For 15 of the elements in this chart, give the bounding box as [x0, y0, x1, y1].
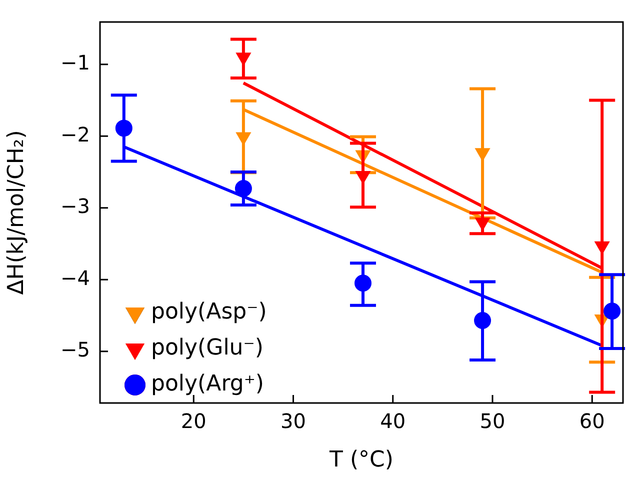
- y-tick-label: −5: [60, 338, 90, 362]
- y-tick-label: −1: [60, 50, 90, 75]
- y-tick-label: −2: [60, 122, 90, 146]
- y-tick-label: −3: [60, 194, 90, 218]
- legend-label: poly(Glu⁻): [151, 336, 264, 361]
- x-tick-label: 50: [480, 409, 506, 434]
- legend-label: poly(Arg⁺): [151, 372, 264, 397]
- y-axis-title: ΔH(kJ/mol/CH₂): [4, 130, 29, 295]
- x-tick-label: 20: [180, 409, 206, 434]
- y-tick-label: −4: [60, 266, 90, 290]
- x-tick-label: 60: [579, 409, 605, 434]
- legend-label: poly(Asp⁻): [151, 300, 267, 325]
- x-tick-label: 40: [380, 409, 406, 434]
- x-tick-label: 30: [280, 409, 306, 434]
- x-axis-title: T (°C): [328, 448, 394, 473]
